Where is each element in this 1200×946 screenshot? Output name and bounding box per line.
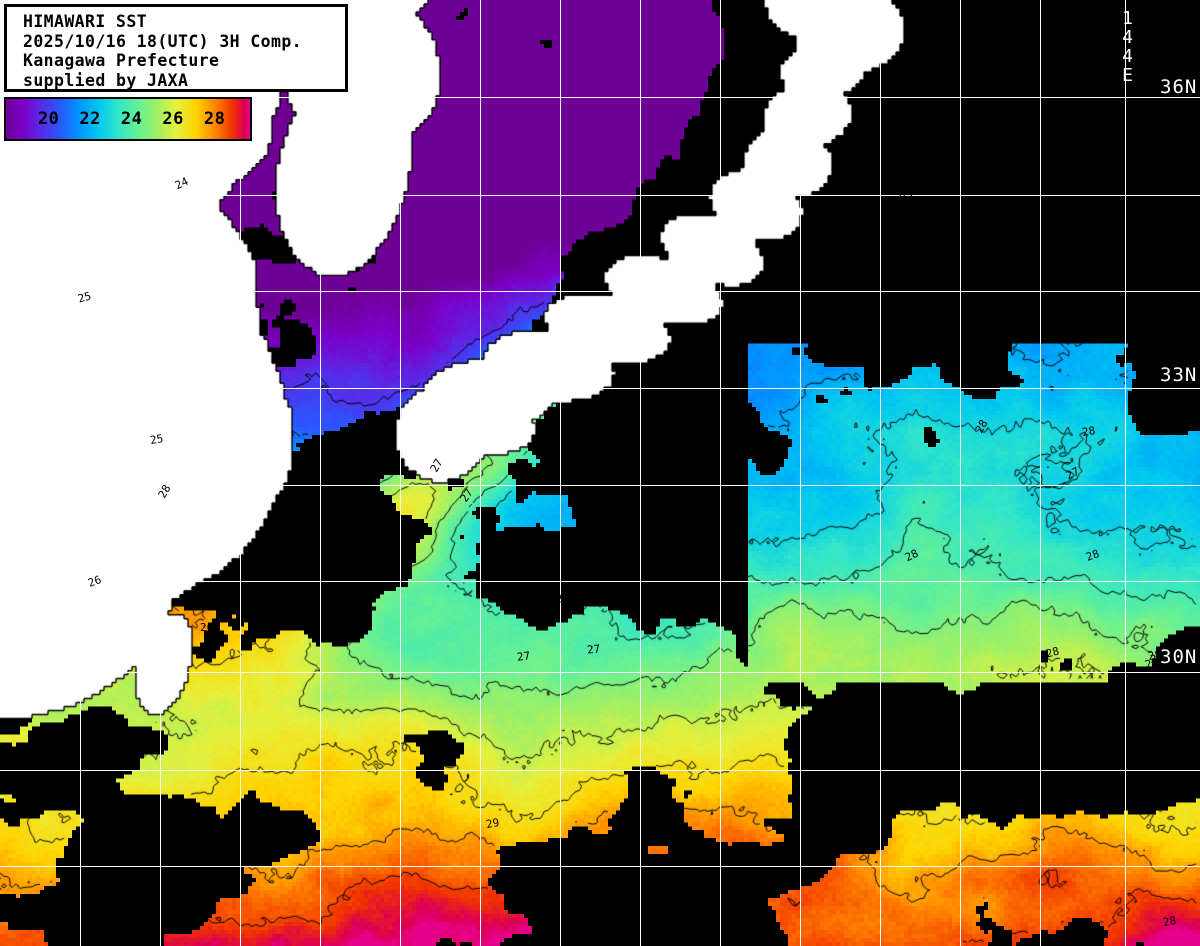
axis-label-33n: 33N <box>1160 364 1198 386</box>
colorbar-tick-22: 22 <box>79 109 101 129</box>
colorbar-tick-24: 24 <box>120 109 143 129</box>
colorbar-tick-28: 28 <box>203 109 226 129</box>
title-line-datetime: 2025/10/16 18(UTC) 3H Comp. <box>23 31 303 51</box>
colorbar-tick-labels: 20 22 24 26 28 <box>6 99 250 139</box>
axis-label-30n: 30N <box>8 646 46 668</box>
title-line-provider: Kanagawa Prefecture <box>23 51 220 70</box>
title-line-product: HIMAWARI SST <box>23 12 148 31</box>
title-info-box: HIMAWARI SST 2025/10/16 18(UTC) 3H Comp.… <box>4 4 348 92</box>
colorbar-tick-20: 20 <box>37 109 60 129</box>
axis-label-30n: 30N <box>1160 646 1198 668</box>
colorbar-gradient <box>6 99 250 139</box>
colorbar-tick-26: 26 <box>162 109 184 129</box>
title-line-source: supplied by JAXA <box>23 70 189 90</box>
temperature-colorbar: 20 22 24 26 28 <box>4 97 252 141</box>
axis-label-144e: 144E <box>1117 8 1138 84</box>
axis-label-36n: 36N <box>1160 76 1198 98</box>
